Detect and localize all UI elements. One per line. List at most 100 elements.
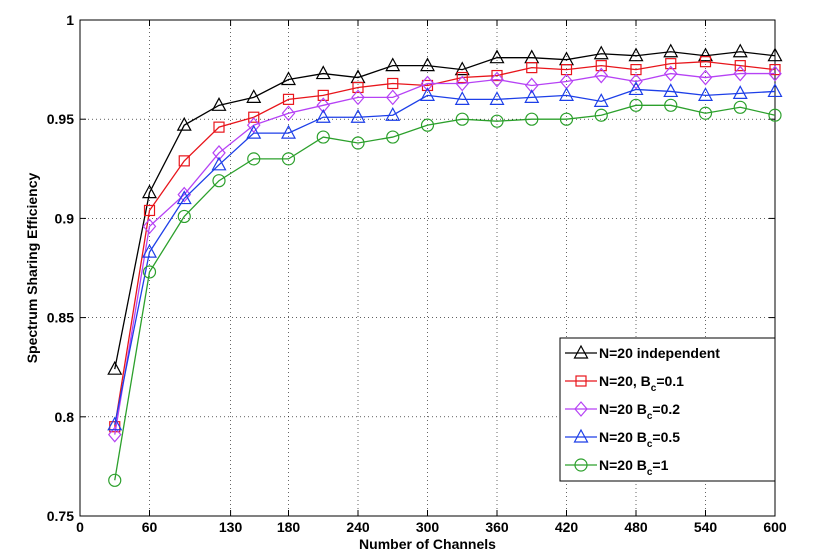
series-2 xyxy=(109,56,781,433)
y-tick-label: 0.85 xyxy=(47,310,74,326)
data-point xyxy=(107,416,123,431)
data-point xyxy=(733,100,747,114)
legend-entry: N=20 Bc=1 xyxy=(565,457,669,478)
legend-label: N=20 Bc=0.2 xyxy=(599,401,680,422)
legend-marker xyxy=(574,458,588,472)
data-point xyxy=(491,69,503,82)
x-tick-label: 240 xyxy=(346,519,370,535)
legend-label-subscript: c xyxy=(647,467,653,478)
data-point xyxy=(317,89,329,101)
x-axis-label: Number of Channels xyxy=(359,536,496,552)
y-tick-label: 0.75 xyxy=(47,508,74,524)
series-3 xyxy=(107,65,782,443)
data-point xyxy=(455,75,470,92)
y-tick-label: 0.95 xyxy=(47,111,74,127)
y-tick-label: 0.9 xyxy=(55,210,75,226)
data-point xyxy=(142,218,157,235)
data-point xyxy=(176,190,192,205)
data-point xyxy=(733,65,748,82)
legend-marker xyxy=(573,344,589,359)
data-point xyxy=(663,43,679,58)
legend-entry: N=20, Bc=0.1 xyxy=(565,373,684,394)
axes: 0 60 130 180 240 300 360 420 480 540 600 0.75 0.8 0.8… xyxy=(47,12,787,535)
legend-label-tail: =0.5 xyxy=(652,429,680,445)
data-point xyxy=(699,56,712,68)
data-point xyxy=(211,97,227,111)
x-tick-label: 60 xyxy=(142,519,158,535)
data-point xyxy=(141,184,158,199)
series-1 xyxy=(107,43,783,375)
legend-entry: N=20 independent xyxy=(565,344,720,361)
data-point xyxy=(489,49,505,64)
data-point xyxy=(143,204,156,217)
data-point xyxy=(525,112,539,126)
x-tick-label: 0 xyxy=(76,519,84,535)
legend-marker xyxy=(573,428,589,443)
data-point xyxy=(524,77,539,94)
data-point xyxy=(246,89,262,103)
legend-marker xyxy=(575,375,587,387)
data-point xyxy=(212,174,226,188)
y-tick-label: 1 xyxy=(66,12,74,28)
data-point xyxy=(246,117,261,134)
data-point xyxy=(526,62,538,74)
data-point xyxy=(454,61,470,76)
data-point xyxy=(212,145,226,161)
data-point xyxy=(385,57,401,72)
legend-label: N=20 Bc=1 xyxy=(599,457,669,478)
data-point xyxy=(629,98,643,112)
data-point xyxy=(248,111,260,123)
data-point xyxy=(316,97,331,114)
data-point xyxy=(350,108,366,123)
data-point xyxy=(593,45,609,60)
data-point xyxy=(178,155,190,167)
data-point xyxy=(281,152,296,166)
data-point xyxy=(489,91,505,105)
data-point xyxy=(490,71,504,88)
data-point xyxy=(455,112,469,126)
data-point xyxy=(316,130,330,144)
series-line xyxy=(114,88,776,425)
x-tick-label: 180 xyxy=(277,519,301,535)
data-point xyxy=(664,98,678,112)
x-tick-label: 130 xyxy=(219,519,243,535)
legend-label-main: N=20 B xyxy=(599,457,647,473)
data-point xyxy=(142,265,157,279)
data-point xyxy=(663,65,678,82)
data-point xyxy=(282,93,295,105)
data-point xyxy=(351,89,365,106)
data-point xyxy=(456,71,468,84)
legend-label-subscript: c xyxy=(651,383,657,394)
series-5 xyxy=(108,98,782,487)
data-point xyxy=(315,65,331,80)
data-point xyxy=(594,67,609,84)
data-point xyxy=(177,209,191,224)
data-point xyxy=(558,87,575,101)
data-point xyxy=(108,473,122,487)
y-axis-label: Spectrum Sharing Efficiency xyxy=(24,172,40,363)
data-point xyxy=(141,243,158,258)
legend-label-main: N=20, B xyxy=(599,373,651,389)
legend-entry: N=20 Bc=0.5 xyxy=(565,428,680,450)
data-point xyxy=(698,69,713,86)
legend-entry: N=20 Bc=0.2 xyxy=(565,401,680,422)
data-point xyxy=(315,108,331,123)
legend-label-tail: =1 xyxy=(652,457,668,473)
data-point xyxy=(594,108,608,122)
data-point xyxy=(107,426,122,443)
data-point xyxy=(663,83,679,98)
data-point xyxy=(177,186,192,203)
data-point xyxy=(107,360,123,375)
data-point xyxy=(454,91,470,105)
data-point xyxy=(629,73,643,90)
data-point xyxy=(281,105,296,122)
data-point xyxy=(351,136,365,150)
data-point xyxy=(734,60,746,72)
legend-label-subscript: c xyxy=(647,411,653,422)
legend-label-main: N=20 B xyxy=(599,401,647,417)
data-point xyxy=(280,124,297,139)
data-point xyxy=(732,43,748,58)
data-point xyxy=(490,114,504,128)
legend-label-tail: =0.1 xyxy=(656,373,684,389)
